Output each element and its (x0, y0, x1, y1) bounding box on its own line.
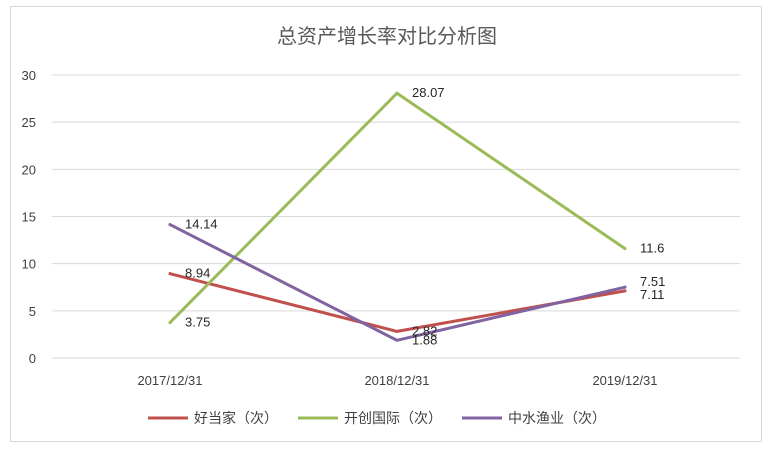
data-point (623, 247, 627, 251)
legend-label: 开创国际（次） (344, 411, 442, 427)
x-tick-label: 2018/12/31 (364, 373, 429, 388)
y-tick-label: 0 (29, 351, 36, 366)
legend-label: 好当家（次） (194, 410, 278, 427)
y-tick-label: 20 (22, 162, 36, 177)
gridlines (52, 74, 740, 359)
data-label: 7.51 (640, 274, 665, 289)
data-label: 2.82 (412, 323, 437, 338)
series-line-1 (168, 91, 627, 325)
data-label: 1.88 (412, 332, 437, 347)
data-point (168, 321, 172, 325)
data-label: 11.6 (640, 241, 664, 256)
data-point (168, 223, 172, 227)
series-line-2 (168, 223, 627, 342)
chart-frame (10, 6, 762, 442)
data-point (395, 91, 399, 95)
x-axis-ticks: 2017/12/31 2018/12/31 2019/12/31 (137, 373, 657, 388)
data-label: 8.94 (185, 266, 210, 281)
data-label: 3.75 (185, 315, 210, 330)
data-labels: 8.94 2.82 7.11 3.75 28.07 11.6 14.14 1.88 7.51 (185, 85, 665, 347)
data-label: 14.14 (185, 217, 218, 232)
y-axis-ticks: 0 5 10 15 20 25 30 (22, 68, 36, 366)
series-lines (168, 91, 627, 342)
data-label: 7.11 (640, 287, 664, 302)
data-point (623, 285, 627, 289)
x-tick-label: 2019/12/31 (592, 373, 657, 388)
legend: 好当家（次） 开创国际（次） 中水渔业（次） (148, 410, 606, 427)
y-tick-label: 25 (22, 115, 36, 130)
y-tick-label: 5 (29, 304, 36, 319)
x-tick-label: 2017/12/31 (137, 373, 202, 388)
chart-title: 总资产增长率对比分析图 (277, 24, 497, 48)
y-tick-label: 30 (22, 68, 36, 83)
y-tick-label: 10 (22, 257, 36, 272)
data-label: 28.07 (412, 85, 445, 100)
y-tick-label: 15 (22, 210, 36, 225)
legend-label: 中水渔业（次） (508, 411, 606, 427)
data-point (623, 289, 627, 293)
data-point (168, 272, 172, 276)
data-point (395, 338, 399, 342)
data-point (395, 329, 399, 333)
